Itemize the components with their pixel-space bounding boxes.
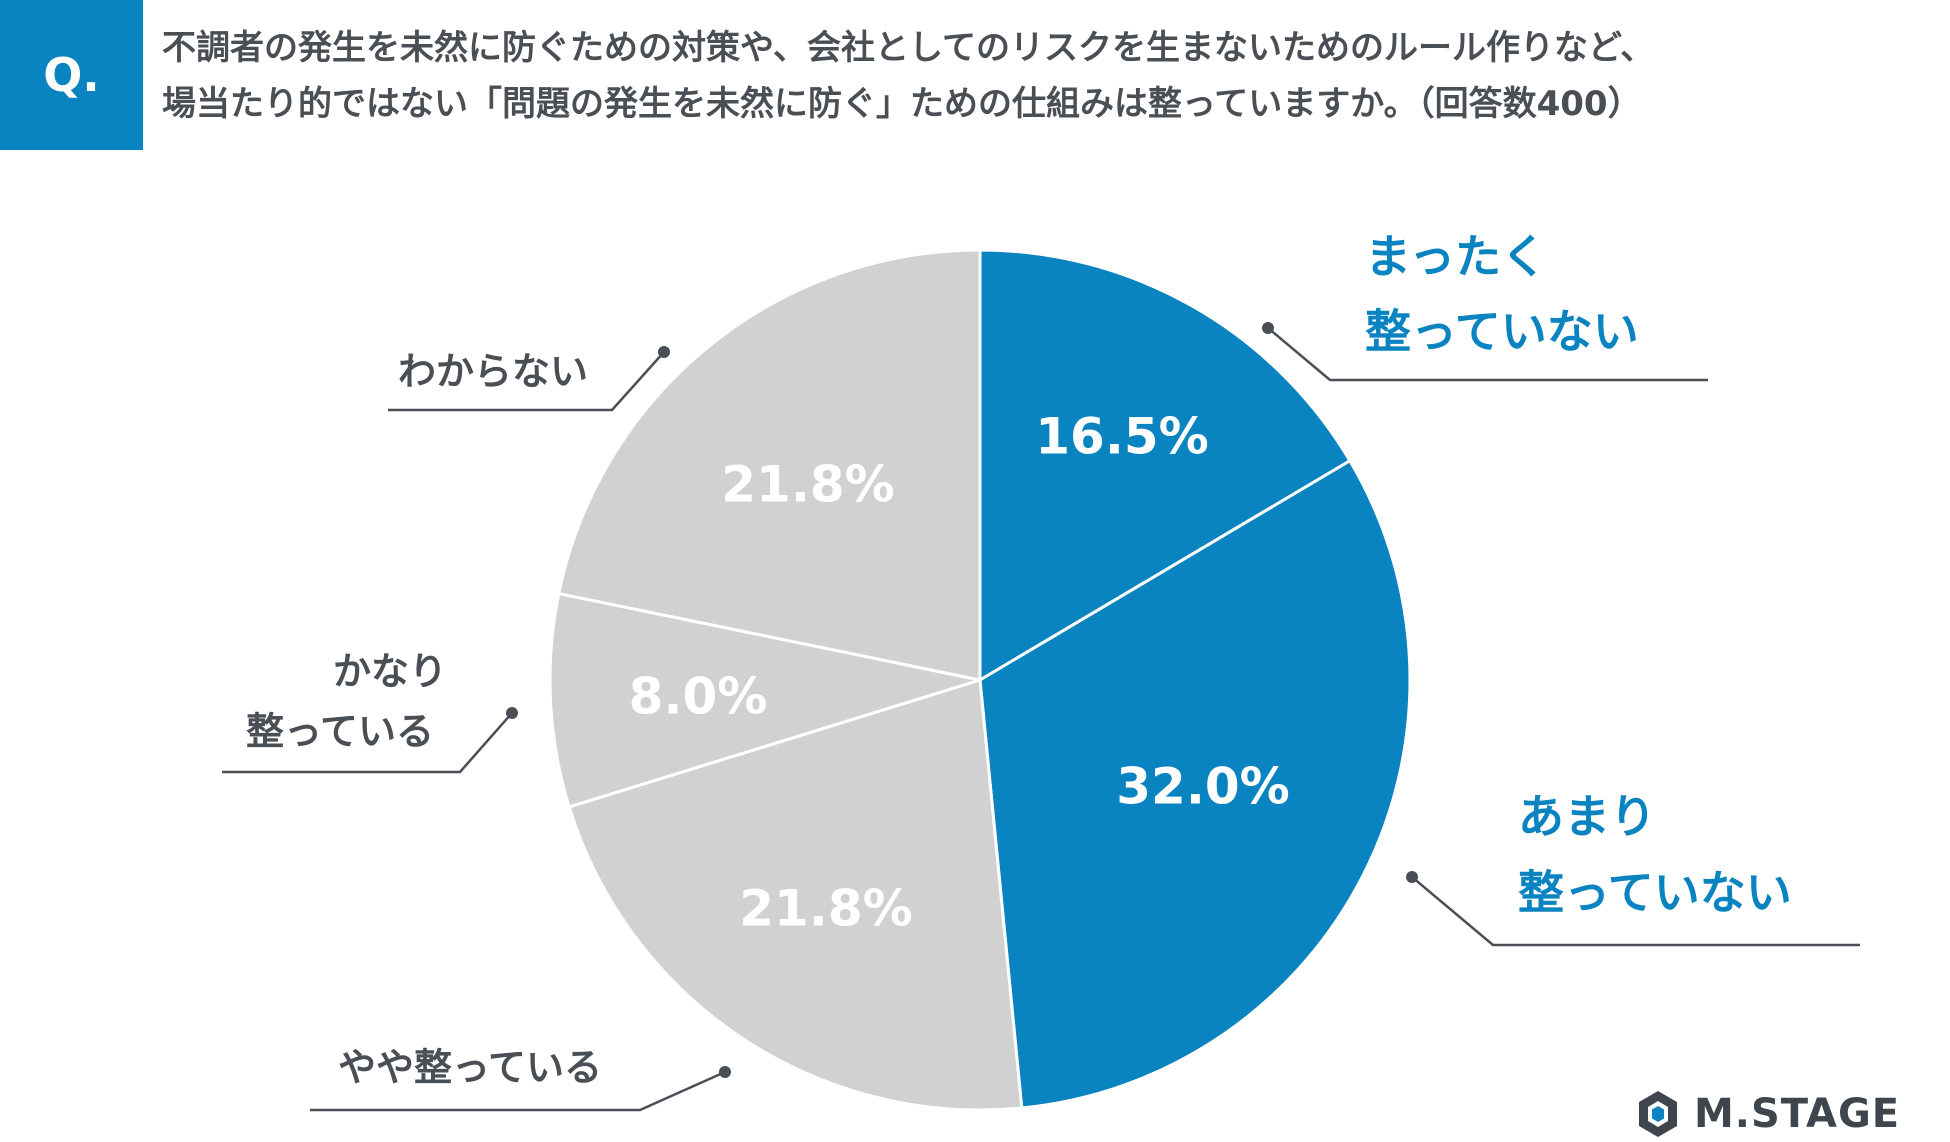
slice-category-label-3-line-1: やや整っている [338,1046,602,1090]
pie-slice-5 [557,248,982,682]
leader-line-3 [310,1070,726,1112]
slice-category-label-1-line-2: 整っていない [1365,305,1639,359]
question-line-2: 場当たり的ではない「問題の発生を未然に防ぐ」ための仕組みは整っていますか。（回答… [162,84,1642,124]
leader-dot-2 [1406,871,1418,883]
slice-value-label-3: 21.8% [739,880,912,938]
leader-line-5 [388,351,665,412]
pie-slice-2 [978,459,1412,1110]
logo-text: M.STAGE [1694,1091,1901,1137]
slice-category-label-1-line-1: まったく [1365,230,1547,284]
slice-value-label-5: 21.8% [721,456,894,514]
slice-value-label-1: 16.5% [1035,408,1208,466]
leader-dot-1 [1262,322,1274,334]
hexagon-logo-icon [1639,1091,1677,1137]
pie-slice-1 [978,248,1352,682]
mstage-logo: M.STAGE [1636,1086,1900,1142]
leader-line-2 [1411,876,1860,947]
slice-category-label-4-line-1: かなり [333,650,447,694]
question-text: 不調者の発生を未然に防ぐための対策や、会社としてのリスクを生まないためのルール作… [162,20,1932,132]
question-badge: Q. [0,0,143,150]
leader-line-4 [222,712,513,774]
pie-slice-4 [548,592,982,809]
leader-line-1 [1267,327,1708,382]
slice-value-label-4: 8.0% [629,668,768,726]
slice-category-label-2-line-2: 整っていない [1518,866,1792,920]
slice-category-label-4-line-2: 整っている [246,710,434,754]
leader-dot-4 [506,707,518,719]
slice-category-label-5-line-1: わからない [398,350,588,394]
pie-slice-3 [567,678,1024,1112]
slice-value-label-2: 32.0% [1116,758,1289,816]
leader-dot-5 [658,346,670,358]
leader-dot-3 [719,1066,731,1078]
slice-category-label-2-line-1: あまり [1518,790,1656,844]
question-line-1: 不調者の発生を未然に防ぐための対策や、会社としてのリスクを生まないためのルール作… [162,28,1655,68]
